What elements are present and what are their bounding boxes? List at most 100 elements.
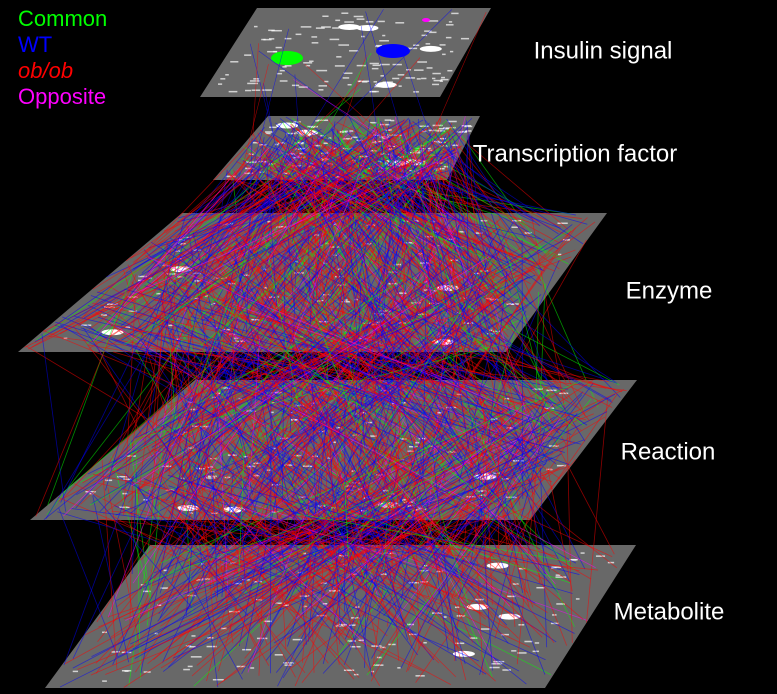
node — [290, 419, 299, 421]
edge — [462, 399, 575, 628]
edge — [358, 443, 456, 647]
node — [377, 20, 385, 23]
node — [282, 172, 290, 175]
node — [279, 80, 288, 82]
node — [440, 78, 449, 81]
edge — [306, 166, 434, 327]
edge — [531, 485, 541, 584]
edge — [198, 383, 381, 686]
edge — [472, 242, 621, 398]
edge — [209, 410, 549, 589]
edge — [250, 331, 332, 500]
edge — [96, 291, 533, 423]
edge — [294, 74, 299, 124]
edge — [249, 43, 283, 172]
edge — [165, 166, 243, 234]
node — [376, 656, 382, 659]
edge — [273, 492, 508, 644]
node — [413, 91, 419, 93]
node — [294, 272, 304, 274]
edge — [438, 167, 492, 341]
edge — [110, 308, 246, 416]
edge — [267, 488, 397, 585]
edge — [274, 437, 358, 556]
node — [200, 563, 205, 565]
node — [225, 74, 229, 76]
edge — [431, 11, 487, 138]
edge — [506, 483, 532, 596]
node — [406, 159, 415, 161]
edge — [355, 345, 416, 484]
edge — [302, 291, 457, 441]
edge — [167, 509, 238, 601]
node — [379, 646, 386, 649]
node — [334, 65, 345, 67]
node — [474, 232, 483, 234]
node — [244, 54, 252, 56]
edge — [259, 129, 509, 283]
node — [425, 235, 436, 238]
edge — [461, 135, 549, 258]
node — [369, 435, 377, 437]
node — [372, 134, 379, 137]
node — [212, 678, 224, 681]
edge — [153, 259, 265, 490]
node — [397, 74, 405, 76]
edge — [199, 264, 452, 452]
node — [183, 668, 190, 671]
edge — [164, 336, 495, 464]
edge — [359, 269, 491, 467]
edge — [410, 455, 471, 561]
node — [432, 77, 436, 80]
node — [423, 641, 427, 644]
edge — [63, 476, 134, 666]
edge — [365, 134, 447, 338]
edge — [352, 464, 415, 590]
edge — [263, 232, 300, 411]
edge — [287, 143, 531, 285]
node — [187, 401, 196, 403]
edge — [329, 162, 378, 258]
edge — [377, 234, 435, 483]
edge — [134, 451, 234, 628]
edge — [451, 135, 512, 295]
edge — [380, 118, 442, 293]
node — [190, 656, 202, 658]
edge — [94, 311, 336, 506]
node — [261, 38, 266, 41]
edge — [360, 395, 490, 589]
edge — [281, 158, 295, 307]
edge — [302, 446, 490, 647]
edge — [457, 152, 494, 279]
node — [265, 131, 274, 133]
node — [380, 573, 387, 575]
edge — [453, 459, 577, 598]
edge — [397, 129, 470, 342]
edge — [241, 64, 269, 173]
edge — [318, 135, 335, 304]
node — [512, 583, 519, 585]
hub-node — [338, 23, 361, 30]
edge — [586, 398, 609, 623]
node — [476, 490, 487, 492]
node — [244, 172, 254, 175]
edge — [327, 409, 340, 645]
node — [373, 664, 384, 666]
edge — [360, 26, 379, 138]
edge — [113, 233, 234, 468]
node — [253, 462, 262, 465]
node — [349, 50, 359, 52]
edge — [447, 156, 471, 326]
node — [439, 80, 444, 82]
edge — [314, 264, 518, 516]
edge — [169, 461, 330, 574]
node — [318, 89, 324, 91]
edge — [185, 413, 204, 617]
edge — [232, 142, 411, 309]
node — [396, 292, 408, 294]
node — [369, 62, 379, 65]
edge — [325, 435, 388, 615]
edge — [135, 288, 165, 515]
edge — [190, 299, 509, 397]
edge — [293, 221, 596, 448]
